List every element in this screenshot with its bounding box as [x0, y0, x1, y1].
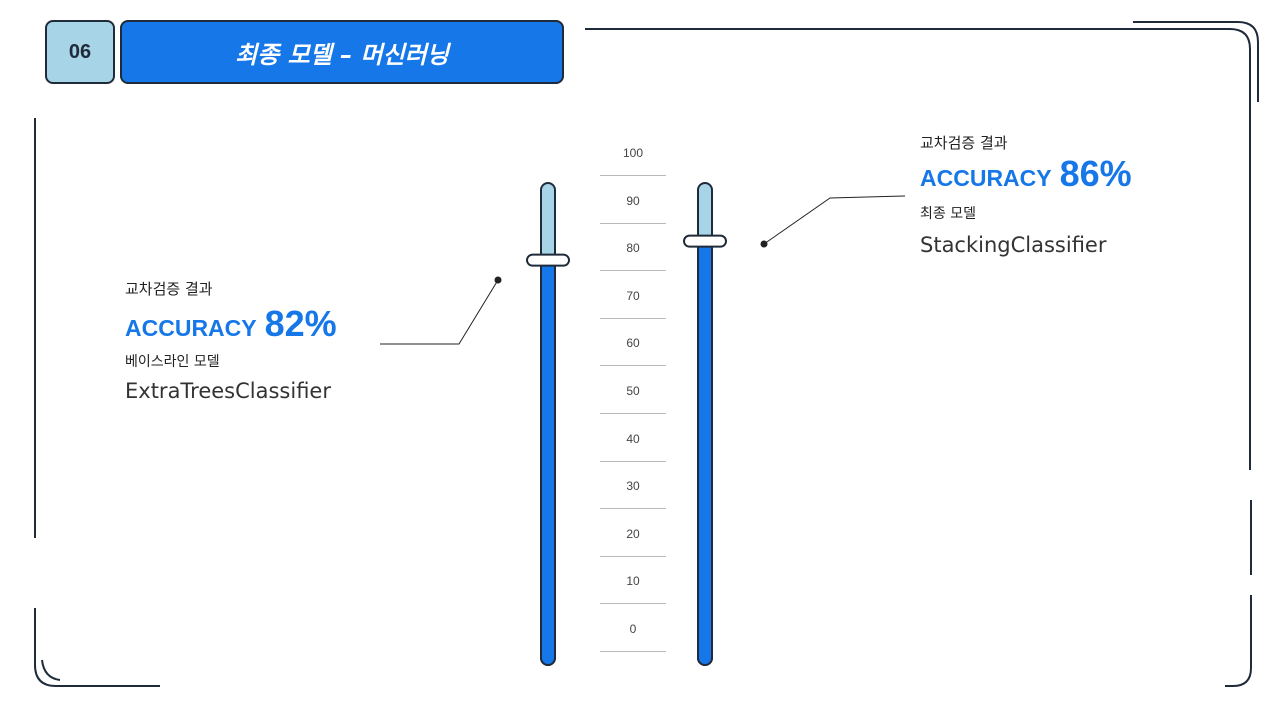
scale-tick-label: 90 — [626, 193, 640, 208]
scale-tick-label: 20 — [626, 526, 640, 541]
baseline-accuracy-label: ACCURACY — [125, 315, 257, 341]
scale-tick-line — [600, 270, 666, 272]
final-model-name: StackingClassifier — [920, 233, 1107, 257]
scale-tick-label: 80 — [626, 241, 640, 256]
final-accuracy: ACCURACY 86% — [920, 153, 1132, 195]
scale-tick-label: 60 — [626, 336, 640, 351]
scale-tick-line — [600, 555, 666, 557]
final-model-caption: 최종 모델 — [920, 206, 976, 222]
scale-tick-line — [600, 508, 666, 510]
scale-tick-label: 40 — [626, 431, 640, 446]
scale-tick-label: 70 — [626, 288, 640, 303]
baseline-accuracy: ACCURACY 82% — [125, 303, 337, 345]
final-connector — [763, 195, 906, 245]
final-connector-dot — [760, 240, 768, 248]
baseline-model-name: ExtraTreesClassifier — [125, 379, 331, 403]
section-number-badge: 06 — [45, 20, 115, 84]
baseline-accuracy-value: 82% — [264, 303, 337, 344]
baseline-gauge-knob — [526, 253, 570, 267]
scale-tick-line — [600, 175, 666, 176]
scale-tick-label: 30 — [626, 479, 640, 494]
section-number: 06 — [68, 40, 92, 63]
scale-tick-label: 10 — [626, 574, 640, 589]
baseline-connector — [380, 279, 499, 345]
scale-tick-line — [600, 603, 666, 605]
baseline-connector-dot — [494, 276, 502, 284]
scale-tick-line — [600, 460, 666, 462]
scale-tick-label: 0 — [629, 622, 637, 636]
final-caption: 교차검증 결과 — [920, 134, 1008, 152]
scale-tick-label: 100 — [622, 146, 644, 160]
scale-tick-line — [600, 317, 666, 319]
page-title: 최종 모델 – 머신러닝 — [235, 40, 449, 69]
final-gauge-fill — [697, 240, 713, 666]
final-callout: 교차검증 결과 ACCURACY 86% 최종 모델 StackingClass… — [920, 132, 1132, 257]
final-accuracy-label: ACCURACY — [920, 165, 1052, 191]
scale-tick-line — [600, 222, 666, 224]
baseline-caption: 교차검증 결과 — [125, 280, 213, 298]
scale-tick-label: 50 — [626, 384, 640, 398]
baseline-gauge-fill — [540, 259, 556, 666]
baseline-callout: 교차검증 결과 ACCURACY 82% 베이스라인 모델 ExtraTrees… — [125, 278, 337, 403]
scale-tick-line — [600, 651, 666, 652]
baseline-model-caption: 베이스라인 모델 — [125, 354, 220, 370]
final-gauge-knob — [683, 234, 727, 248]
scale-tick-line — [600, 413, 666, 414]
scale-tick-line — [600, 365, 666, 367]
page-title-bar: 최종 모델 – 머신러닝 — [120, 20, 564, 84]
final-accuracy-value: 86% — [1059, 153, 1132, 194]
